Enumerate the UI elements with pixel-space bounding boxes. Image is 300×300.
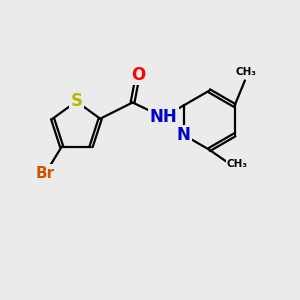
Text: N: N: [177, 126, 190, 144]
Text: O: O: [131, 65, 145, 83]
Text: CH₃: CH₃: [226, 159, 248, 169]
Text: S: S: [70, 92, 83, 110]
Text: NH: NH: [150, 108, 177, 126]
Text: CH₃: CH₃: [236, 67, 257, 77]
Text: Br: Br: [36, 166, 55, 181]
